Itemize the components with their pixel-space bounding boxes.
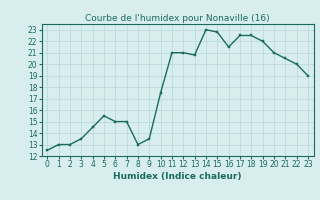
Title: Courbe de l'humidex pour Nonaville (16): Courbe de l'humidex pour Nonaville (16) bbox=[85, 14, 270, 23]
X-axis label: Humidex (Indice chaleur): Humidex (Indice chaleur) bbox=[113, 172, 242, 181]
